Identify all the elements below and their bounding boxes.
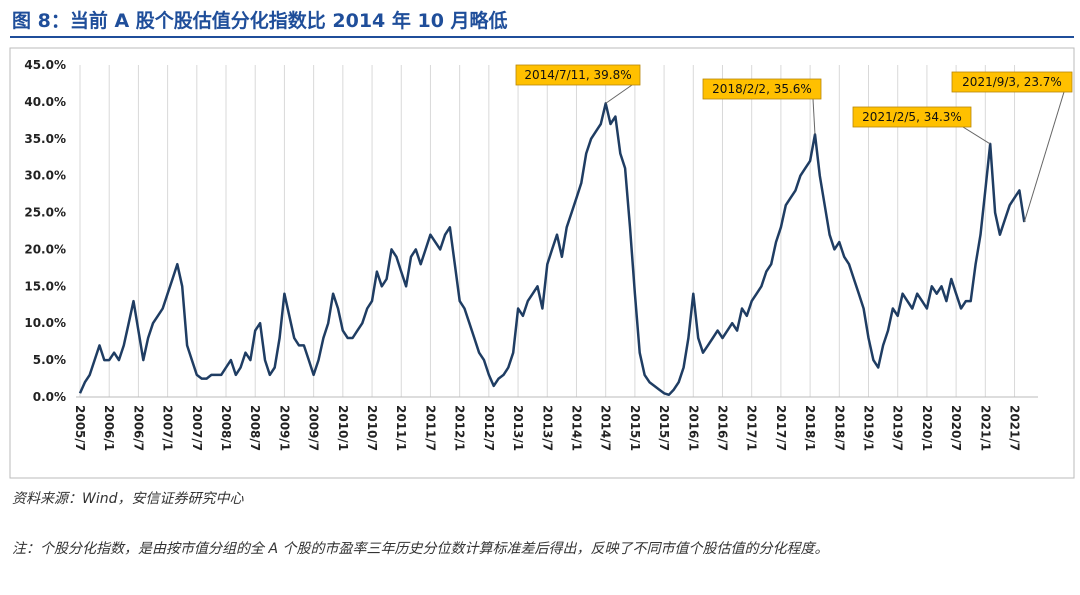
- x-tick-label: 2016/1: [686, 405, 700, 451]
- y-tick-label: 0.0%: [33, 390, 66, 404]
- annotation-leader: [605, 84, 633, 104]
- y-tick-label: 45.0%: [24, 58, 66, 72]
- x-tick-label: 2011/7: [423, 405, 437, 451]
- annotation-box: [951, 71, 1073, 93]
- x-tick-label: 2012/1: [453, 405, 467, 451]
- y-tick-label: 40.0%: [24, 95, 66, 109]
- annotation-box: [515, 64, 641, 86]
- x-tick-label: 2006/1: [102, 405, 116, 451]
- y-tick-label: 10.0%: [24, 316, 66, 330]
- x-tick-label: 2007/1: [161, 405, 175, 451]
- annotation-label: 2014/7/11, 39.8%: [524, 68, 631, 82]
- x-tick-label: 2015/1: [628, 405, 642, 451]
- x-tick-label: 2014/1: [569, 405, 583, 451]
- x-tick-label: 2021/1: [978, 405, 992, 451]
- title-rule: [10, 36, 1074, 38]
- y-tick-label: 30.0%: [24, 169, 66, 183]
- x-tick-label: 2020/7: [949, 405, 963, 451]
- x-tick-label: 2015/7: [657, 405, 671, 451]
- x-tick-label: 2010/7: [365, 405, 379, 451]
- y-tick-label: 15.0%: [24, 279, 66, 293]
- annotation-box: [852, 106, 972, 128]
- x-tick-label: 2017/1: [745, 405, 759, 451]
- x-tick-label: 2021/7: [1008, 405, 1022, 451]
- x-tick-label: 2019/7: [891, 405, 905, 451]
- chart: 0.0% 5.0% 10.0% 15.0% 20.0% 25.0% 30.0% 35.0% 40…: [9, 47, 1075, 479]
- annotation-label: 2018/2/2, 35.6%: [712, 82, 812, 96]
- x-tick-label: 2018/7: [832, 405, 846, 451]
- x-tick-label: 2010/1: [336, 405, 350, 451]
- title: 图 8：当前 A 股个股估值分化指数比 2014 年 10 月略低: [12, 10, 508, 32]
- line: [78, 102, 1026, 397]
- annotation-label: 2021/2/5, 34.3%: [862, 110, 962, 124]
- x-tick-label: 2008/7: [248, 405, 262, 451]
- x-tick-label: 2020/1: [920, 405, 934, 451]
- annotation-leader: [962, 126, 991, 145]
- annotation-label: 2021/9/3, 23.7%: [962, 75, 1062, 89]
- x-tick-label: 2011/1: [394, 405, 408, 451]
- x-tick-label: 2013/7: [540, 405, 554, 451]
- note: 注：个股分化指数，是由按市值分组的全 A 个股的市盈率三年历史分位数计算标准差后…: [12, 541, 829, 557]
- annotation-leader: [1023, 91, 1065, 223]
- x-tick-label: 2005/7: [73, 405, 87, 451]
- y-tick-label: 25.0%: [24, 206, 66, 220]
- x-tick-label: 2014/7: [599, 405, 613, 451]
- x-tick-label: 2006/7: [131, 405, 145, 451]
- x-tick-label: 2007/7: [190, 405, 204, 451]
- x-tick-label: 2009/1: [277, 405, 291, 451]
- x-tick-label: 2008/1: [219, 405, 233, 451]
- annotation-leader: [812, 98, 816, 135]
- x-tick-label: 2013/1: [511, 405, 525, 451]
- y-tick-label: 5.0%: [33, 353, 66, 367]
- x-tick-label: 2017/7: [774, 405, 788, 451]
- x-tick-label: 2012/7: [482, 405, 496, 451]
- annotation-box: [702, 78, 822, 100]
- source: 资料来源：Wind，安信证券研究中心: [12, 491, 244, 507]
- x-tick-label: 2016/7: [715, 405, 729, 451]
- y-tick-label: 35.0%: [24, 132, 66, 146]
- y-tick-label: 20.0%: [24, 242, 66, 256]
- x-tick-label: 2019/1: [862, 405, 876, 451]
- x-tick-label: 2018/1: [803, 405, 817, 451]
- x-tick-label: 2009/7: [307, 405, 321, 451]
